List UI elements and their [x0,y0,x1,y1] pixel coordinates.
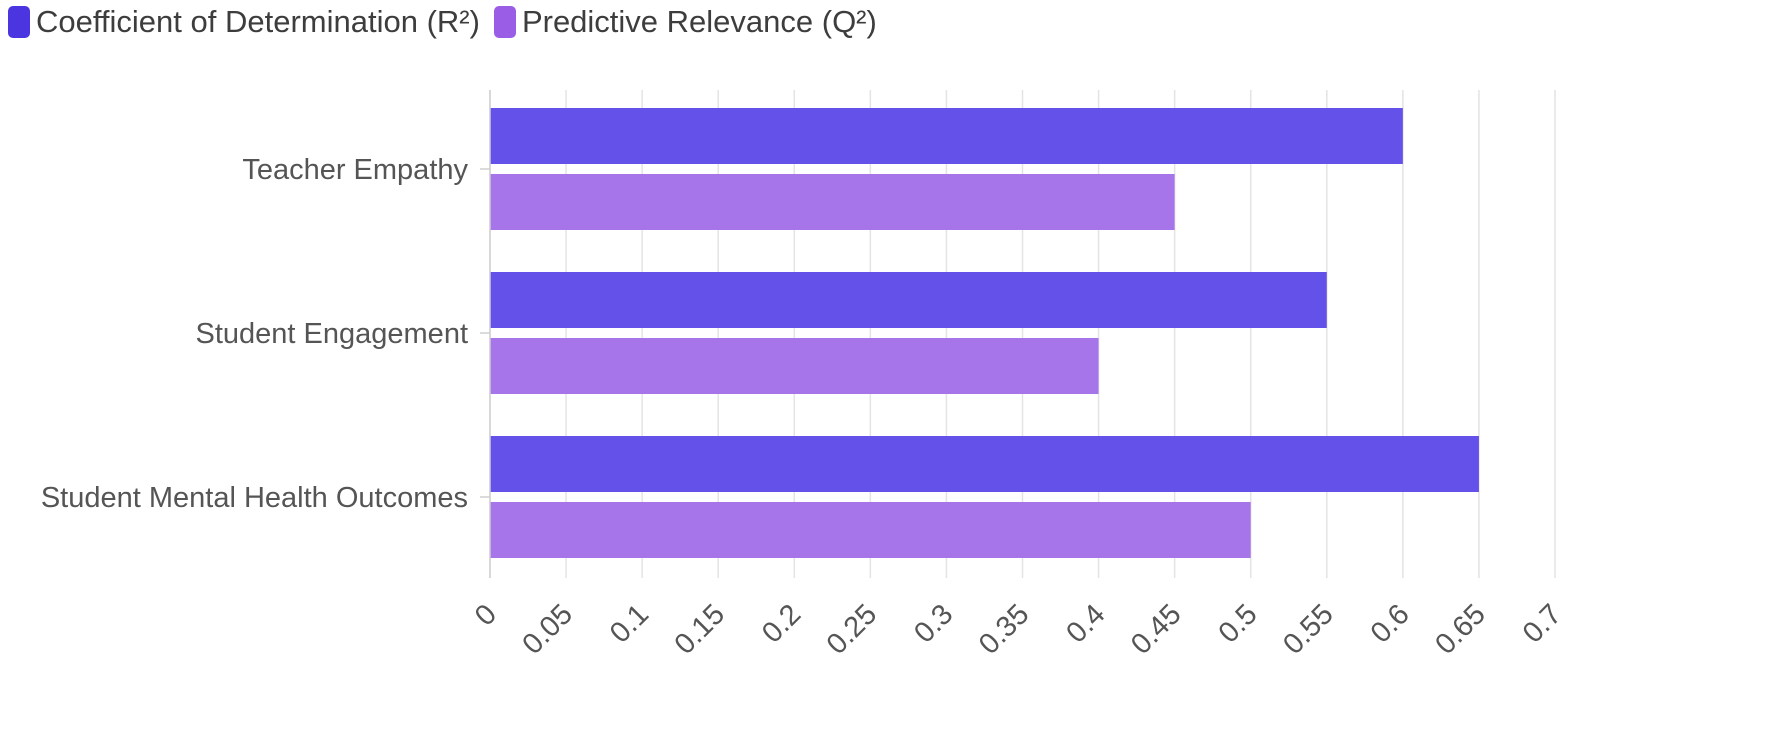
bar-q2[interactable] [490,174,1175,230]
bar-q2[interactable] [490,502,1251,558]
x-tick-label: 0.55 [1277,598,1340,661]
x-tick-label: 0.5 [1213,598,1264,649]
bar-q2[interactable] [490,338,1099,394]
x-tick-label: 0.15 [669,598,732,661]
y-category-label: Student Engagement [196,318,468,350]
bar-r2[interactable] [490,108,1403,164]
x-tick-label: 0.1 [604,598,655,649]
x-tick-label: 0.35 [973,598,1036,661]
legend-swatch-q2 [493,6,516,38]
x-tick-label: 0.3 [908,598,959,649]
legend-item-r2[interactable]: Coefficient of Determination (R²) [8,4,480,40]
x-tick-label: 0 [469,598,503,632]
y-category-label: Student Mental Health Outcomes [41,482,468,514]
bars [490,108,1479,558]
bar-r2[interactable] [490,272,1327,328]
legend-label-q2: Predictive Relevance (Q²) [521,4,877,39]
bar-r2[interactable] [490,436,1479,492]
x-tick-label: 0.25 [821,598,884,661]
legend: Coefficient of Determination (R²) Predic… [8,4,877,40]
x-tick-label: 0.05 [516,598,579,661]
x-tick-label: 0.7 [1517,598,1568,649]
x-tick-label: 0.6 [1365,598,1416,649]
x-tick-label: 0.45 [1125,598,1188,661]
y-category-label: Teacher Empathy [242,154,468,186]
legend-swatch-r2 [8,6,30,38]
legend-item-q2[interactable]: Predictive Relevance (Q²) [493,4,877,40]
legend-label-r2: Coefficient of Determination (R²) [36,4,480,39]
x-tick-label: 0.4 [1060,598,1111,649]
x-tick-label: 0.2 [756,598,807,649]
x-tick-label: 0.65 [1429,598,1492,661]
